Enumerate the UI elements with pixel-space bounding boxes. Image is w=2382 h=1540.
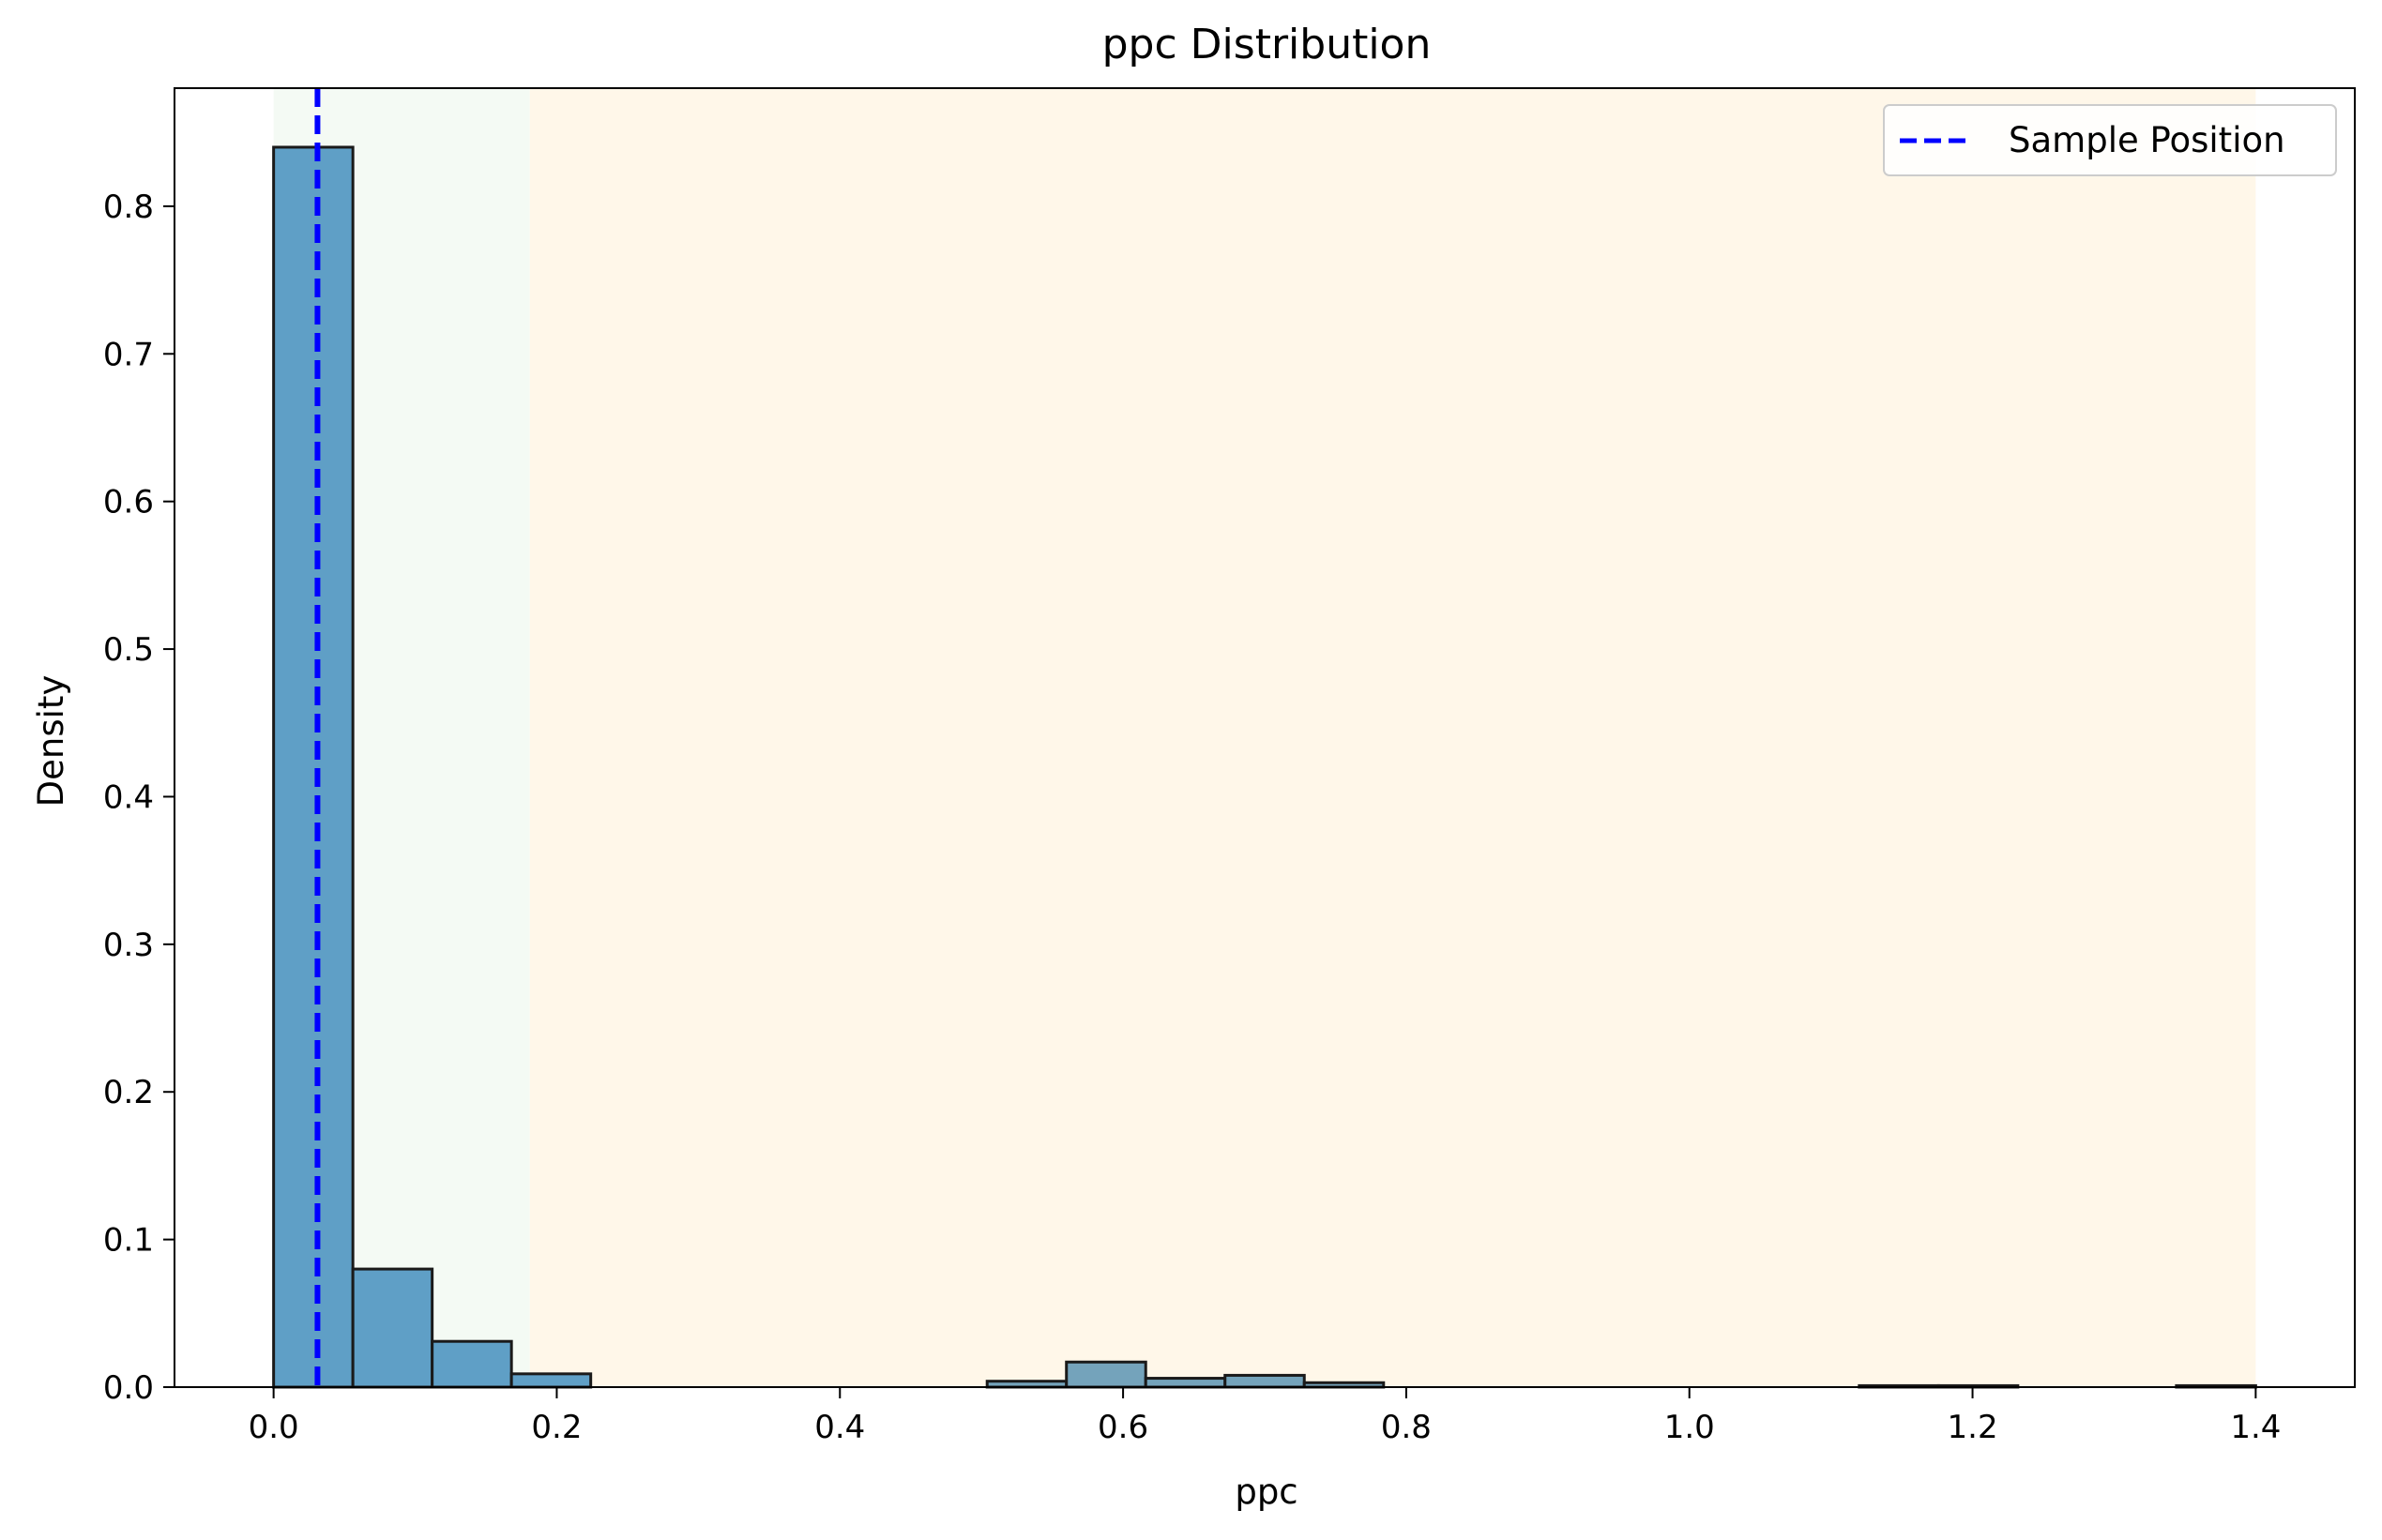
histogram-bar-7 (1144, 1377, 1227, 1389)
histogram-bar-6 (1065, 1360, 1147, 1389)
x-tick-label-2: 0.2 (531, 1409, 582, 1446)
x-tick-label-6: 1.0 (1664, 1409, 1715, 1446)
x-axis-ticks: 0.0 0.2 0.4 0.6 0.8 1.0 1.2 1.4 (249, 1387, 2281, 1446)
histogram-bar-1 (272, 145, 355, 1389)
plot-frame (174, 87, 2356, 1388)
shaded-region-2 (529, 88, 2256, 1387)
x-tick-label-3: 0.4 (814, 1409, 865, 1446)
legend: Sample Position (1883, 104, 2337, 176)
x-tick-label-4: 0.6 (1098, 1409, 1148, 1446)
y-tick-label-7: 0.6 (103, 484, 154, 521)
y-axis-label: Density (31, 675, 71, 808)
y-tick-label-4: 0.3 (103, 927, 154, 964)
histogram-bar-2 (351, 1267, 434, 1389)
y-tick-label-8: 0.7 (103, 336, 154, 373)
histogram-bar-3 (431, 1339, 513, 1389)
legend-label-sample-position: Sample Position (2009, 120, 2285, 160)
x-tick-label-1: 0.0 (249, 1409, 299, 1446)
x-tick-label-5: 0.8 (1381, 1409, 1432, 1446)
x-tick-label-7: 1.2 (1948, 1409, 1998, 1446)
y-tick-label-9: 0.8 (103, 189, 154, 226)
x-tick-label-8: 1.4 (2230, 1409, 2281, 1446)
y-tick-label-1: 0.0 (103, 1369, 154, 1407)
y-axis-ticks: 0.0 0.1 0.2 0.3 0.4 0.5 0.6 0.7 0.8 (103, 189, 174, 1407)
shaded-regions (273, 88, 2256, 1387)
histogram-bar-4 (509, 1372, 593, 1389)
y-tick-label-3: 0.2 (103, 1074, 154, 1111)
y-tick-label-6: 0.5 (103, 631, 154, 669)
y-tick-label-5: 0.4 (103, 778, 154, 816)
chart-title: ppc Distribution (1102, 21, 1432, 68)
histogram-bar-8 (1223, 1373, 1306, 1389)
x-axis-label: ppc (1235, 1472, 1297, 1512)
y-tick-label-2: 0.1 (103, 1222, 154, 1260)
legend-box (1883, 104, 2337, 176)
